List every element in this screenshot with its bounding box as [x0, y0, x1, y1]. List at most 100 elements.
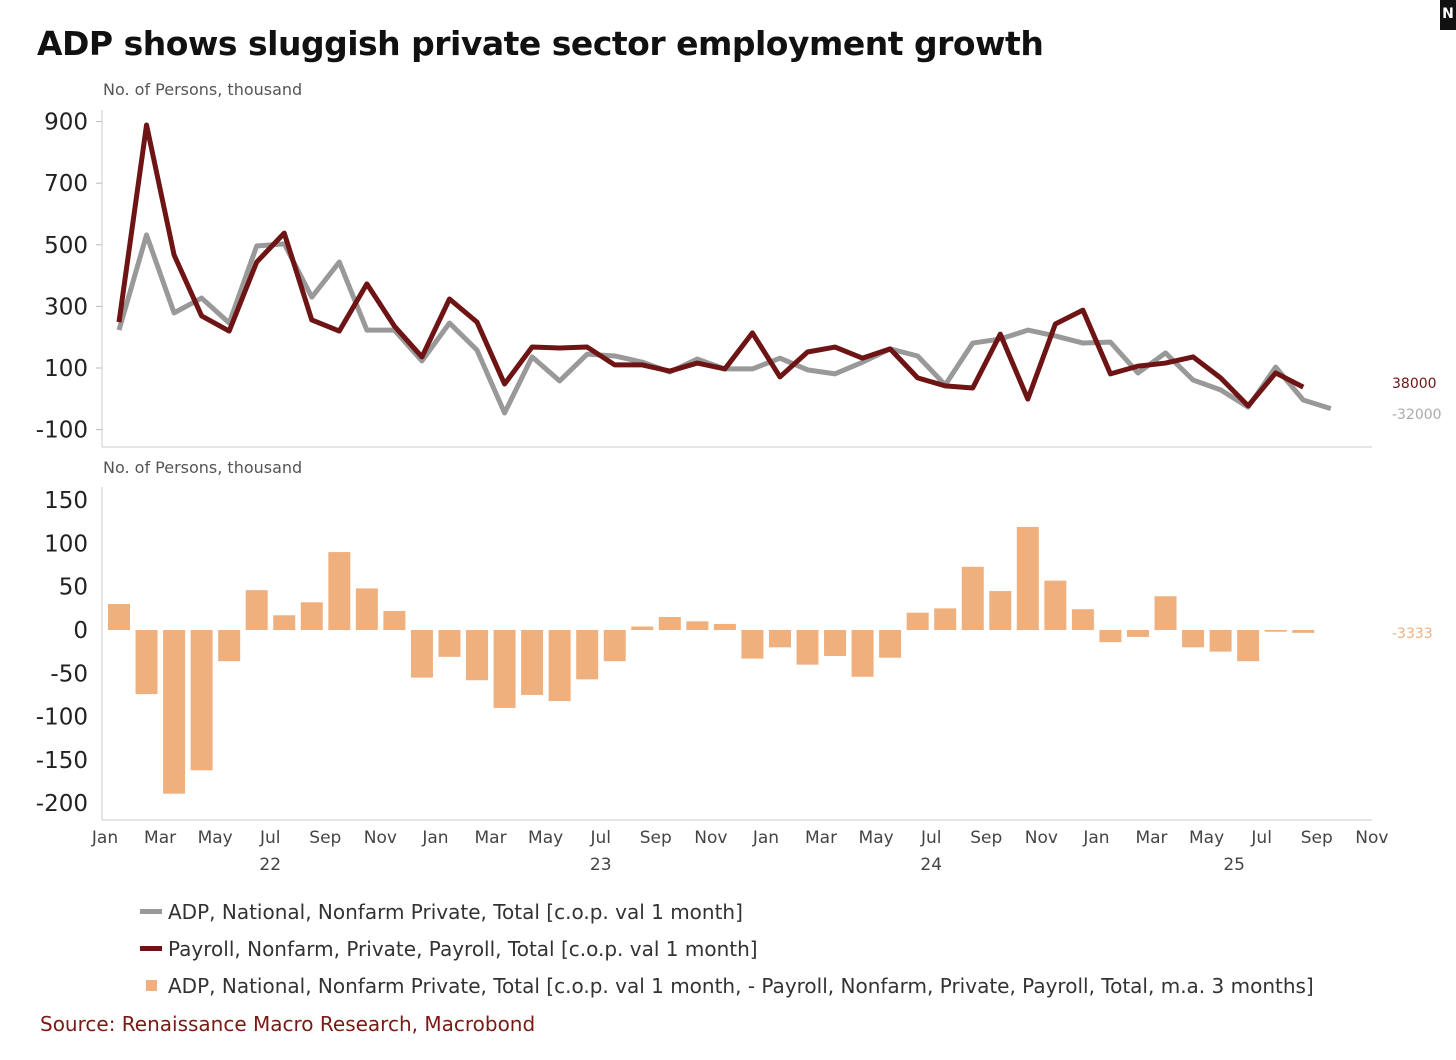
- diff-bar: [135, 630, 158, 695]
- x-tick-label: Mar: [144, 828, 176, 848]
- diff-bar: [163, 630, 186, 794]
- diff-bar: [989, 591, 1012, 630]
- diff-bar: [686, 621, 709, 630]
- diff-bar: [961, 566, 984, 630]
- diff-bar: [851, 630, 874, 677]
- y-tick-label: -100: [36, 705, 88, 731]
- diff-bar: [410, 630, 433, 678]
- diff-end-label: -3333: [1392, 626, 1433, 642]
- y-tick-label: 100: [44, 531, 88, 557]
- diff-bar: [603, 630, 626, 662]
- diff-bar: [521, 630, 544, 695]
- diff-bar: [493, 630, 516, 708]
- diff-bar: [631, 626, 654, 630]
- y-tick-label: -200: [36, 791, 88, 817]
- y-tick-label: 700: [44, 171, 88, 197]
- x-tick-label: Jan: [752, 828, 779, 848]
- y-tick-label: 500: [44, 233, 88, 259]
- diff-bar: [713, 623, 736, 630]
- x-tick-label: Nov: [694, 828, 727, 848]
- x-year-label: 25: [1223, 855, 1245, 875]
- diff-bar: [245, 590, 268, 630]
- x-tick-label: Sep: [1301, 828, 1333, 848]
- x-tick-label: May: [198, 828, 233, 848]
- adp-end-label: -32000: [1392, 407, 1442, 423]
- x-year-label: 22: [259, 855, 281, 875]
- diff-bar: [108, 604, 130, 630]
- diff-bar: [355, 588, 378, 630]
- x-year-label: 24: [920, 855, 942, 875]
- diff-bar: [273, 615, 296, 630]
- x-tick-label: Mar: [1135, 828, 1167, 848]
- diff-bar: [1264, 630, 1287, 632]
- legend-item-payroll: Payroll, Nonfarm, Private, Payroll, Tota…: [140, 930, 1314, 967]
- diff-bar: [824, 630, 847, 656]
- y-tick-label: 150: [44, 488, 88, 514]
- x-tick-label: Jul: [259, 828, 281, 848]
- x-tick-label: May: [859, 828, 894, 848]
- diff-bar: [1182, 630, 1205, 648]
- diff-bar: [658, 617, 681, 630]
- adp-line: [116, 232, 1332, 416]
- legend: ADP, National, Nonfarm Private, Total [c…: [140, 893, 1314, 1004]
- y-tick-label: -150: [36, 748, 88, 774]
- x-tick-label: Sep: [970, 828, 1002, 848]
- legend-label: ADP, National, Nonfarm Private, Total [c…: [168, 973, 1314, 998]
- chart-title: ADP shows sluggish private sector employ…: [37, 24, 1044, 63]
- x-tick-label: Nov: [364, 828, 397, 848]
- diff-bar: [879, 630, 902, 658]
- diff-bar: [328, 552, 351, 630]
- diff-bar: [383, 610, 406, 630]
- diff-bar: [934, 608, 957, 630]
- diff-bar: [1292, 630, 1315, 633]
- diff-bar: [1154, 596, 1177, 630]
- x-year-label: 23: [590, 855, 612, 875]
- y-axis-label: No. of Persons, thousand: [103, 80, 302, 99]
- source-note: Source: Renaissance Macro Research, Macr…: [40, 1012, 536, 1036]
- corner-badge: N: [1440, 0, 1456, 30]
- legend-item-adp: ADP, National, Nonfarm Private, Total [c…: [140, 893, 1314, 930]
- x-tick-label: Jul: [920, 828, 942, 848]
- diff-bar: [741, 630, 764, 659]
- x-tick-label: Jan: [1082, 828, 1109, 848]
- y-tick-label: 900: [44, 110, 88, 136]
- y-tick-label: 300: [44, 294, 88, 320]
- payroll-end-label: 38000: [1392, 376, 1437, 392]
- diff-bar: [190, 630, 213, 771]
- payroll-line: [116, 122, 1305, 409]
- x-tick-label: Nov: [1355, 828, 1388, 848]
- y-tick-label: 0: [73, 618, 88, 644]
- diff-bar: [1126, 630, 1149, 637]
- diff-bar: [796, 630, 819, 665]
- diff-bar: [1016, 526, 1039, 630]
- diff-bar: [1044, 580, 1067, 630]
- legend-label: Payroll, Nonfarm, Private, Payroll, Tota…: [168, 936, 758, 961]
- diff-bar: [548, 630, 571, 702]
- diff-bar: [1209, 630, 1232, 652]
- diff-bar: [300, 602, 323, 630]
- diff-bar: [906, 612, 929, 630]
- x-tick-label: Sep: [309, 828, 341, 848]
- diff-bar: [1099, 630, 1122, 643]
- legend-item-diff: ADP, National, Nonfarm Private, Total [c…: [140, 967, 1314, 1004]
- y-tick-label: -50: [50, 661, 88, 687]
- x-tick-label: Mar: [475, 828, 507, 848]
- x-tick-label: Jul: [589, 828, 611, 848]
- y-tick-label: -100: [36, 418, 88, 444]
- x-tick-label: May: [1189, 828, 1224, 848]
- diff-bar: [218, 630, 241, 662]
- diff-bar: [1071, 609, 1094, 630]
- diff-bar: [768, 630, 791, 648]
- x-tick-label: May: [528, 828, 563, 848]
- x-tick-label: Mar: [805, 828, 837, 848]
- legend-swatch-diff: [146, 980, 157, 991]
- legend-swatch-adp: [140, 909, 162, 914]
- x-tick-label: Nov: [1025, 828, 1058, 848]
- legend-swatch-payroll: [140, 946, 162, 951]
- legend-label: ADP, National, Nonfarm Private, Total [c…: [168, 899, 743, 924]
- x-tick-label: Jan: [91, 828, 118, 848]
- diff-bar: [438, 630, 461, 657]
- x-tick-label: Jul: [1250, 828, 1272, 848]
